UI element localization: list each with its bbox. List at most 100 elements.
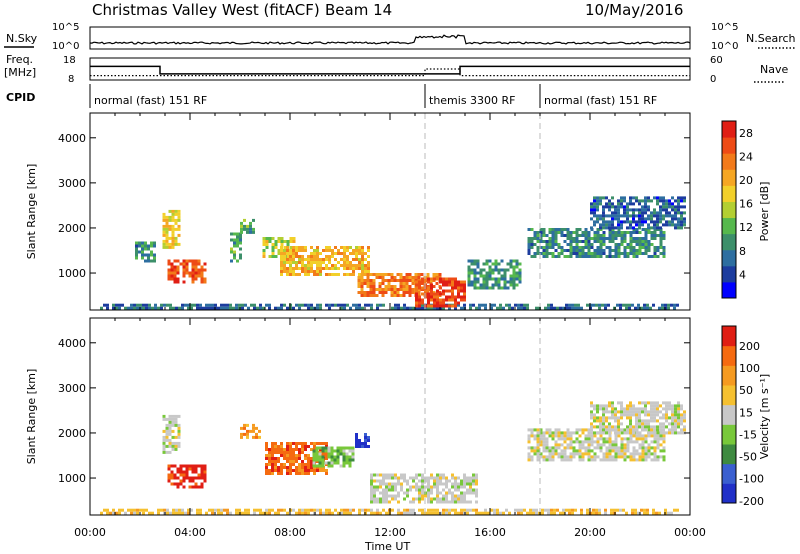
- data-cell: [593, 425, 596, 429]
- data-cell: [647, 226, 650, 230]
- data-cell: [135, 253, 138, 257]
- data-cell: [545, 458, 549, 462]
- data-cell: [595, 508, 598, 512]
- data-cell: [176, 485, 180, 489]
- colorbar-tick-label: 100: [739, 362, 760, 375]
- data-cell: [638, 220, 641, 224]
- data-cell: [656, 407, 659, 411]
- data-cell: [638, 407, 641, 411]
- data-cell: [363, 279, 367, 282]
- data-cell: [581, 440, 585, 444]
- data-cell: [533, 428, 537, 432]
- data-cell: [547, 511, 550, 515]
- data-cell: [358, 261, 361, 264]
- data-cell: [484, 508, 487, 512]
- data-cell: [397, 500, 400, 504]
- data-cell: [650, 446, 654, 450]
- data-cell: [208, 508, 211, 512]
- data-cell: [142, 511, 145, 515]
- data-cell: [319, 511, 322, 515]
- data-cell: [330, 461, 334, 465]
- data-cell: [286, 460, 289, 463]
- data-cell: [154, 306, 157, 310]
- data-cell: [611, 458, 615, 462]
- data-cell: [448, 488, 451, 492]
- data-cell: [494, 259, 498, 263]
- data-cell: [292, 454, 295, 457]
- data-cell: [548, 237, 552, 240]
- data-cell: [467, 259, 471, 263]
- data-cell: [445, 491, 448, 495]
- data-cell: [393, 285, 397, 288]
- data-cell: [482, 274, 486, 278]
- data-cell: [479, 286, 483, 290]
- data-cell: [433, 508, 436, 512]
- data-cell: [542, 449, 546, 453]
- data-cell: [153, 259, 156, 263]
- y-tick-label: 2000: [58, 427, 86, 440]
- data-cell: [165, 236, 169, 240]
- data-cell: [515, 262, 519, 266]
- data-cell: [659, 196, 662, 200]
- data-cell: [632, 196, 635, 200]
- data-cell: [367, 246, 370, 249]
- data-cell: [363, 273, 367, 276]
- data-cell: [319, 264, 322, 267]
- data-cell: [312, 458, 316, 462]
- data-cell: [451, 304, 454, 308]
- data-cell: [286, 261, 289, 264]
- data-cell: [397, 476, 400, 480]
- data-cell: [280, 273, 283, 276]
- data-cell: [596, 416, 599, 420]
- data-cell: [358, 306, 361, 310]
- data-cell: [236, 244, 239, 248]
- data-cell: [620, 428, 623, 432]
- data-cell: [346, 303, 349, 307]
- data-cell: [360, 291, 364, 294]
- data-cell: [295, 448, 298, 451]
- data-cell: [226, 511, 229, 515]
- data-cell: [644, 231, 648, 234]
- data-cell: [390, 288, 394, 291]
- data-cell: [130, 511, 133, 515]
- data-cell: [596, 231, 600, 234]
- data-cell: [396, 291, 400, 294]
- data-cell: [536, 443, 540, 447]
- data-cell: [298, 469, 301, 472]
- data-cell: [310, 463, 313, 466]
- data-cell: [385, 476, 388, 480]
- data-cell: [638, 208, 641, 212]
- data-cell: [581, 234, 585, 237]
- data-cell: [668, 211, 671, 215]
- data-cell: [632, 208, 635, 212]
- data-cell: [177, 242, 181, 246]
- data-cell: [581, 231, 585, 234]
- data-cell: [390, 273, 394, 276]
- data-cell: [249, 230, 252, 234]
- data-cell: [557, 255, 561, 258]
- data-cell: [551, 449, 555, 453]
- data-cell: [620, 199, 623, 203]
- data-cell: [593, 458, 597, 462]
- data-cell: [253, 306, 256, 310]
- data-cell: [550, 306, 553, 310]
- data-cell: [307, 255, 310, 258]
- data-cell: [167, 268, 171, 272]
- data-cell: [490, 508, 493, 512]
- data-cell: [292, 255, 295, 258]
- data-cell: [548, 449, 552, 453]
- data-cell: [295, 457, 298, 460]
- data-cell: [433, 292, 436, 296]
- data-cell: [662, 249, 666, 252]
- data-cell: [194, 482, 198, 486]
- data-cell: [280, 255, 283, 258]
- data-cell: [512, 280, 516, 284]
- data-cell: [366, 276, 370, 279]
- data-cell: [590, 246, 594, 249]
- colorbar-segment: [722, 326, 736, 347]
- data-cell: [620, 416, 623, 420]
- data-cell: [421, 303, 424, 307]
- data-cell: [644, 425, 647, 429]
- data-cell: [177, 227, 181, 231]
- data-cell: [530, 449, 534, 453]
